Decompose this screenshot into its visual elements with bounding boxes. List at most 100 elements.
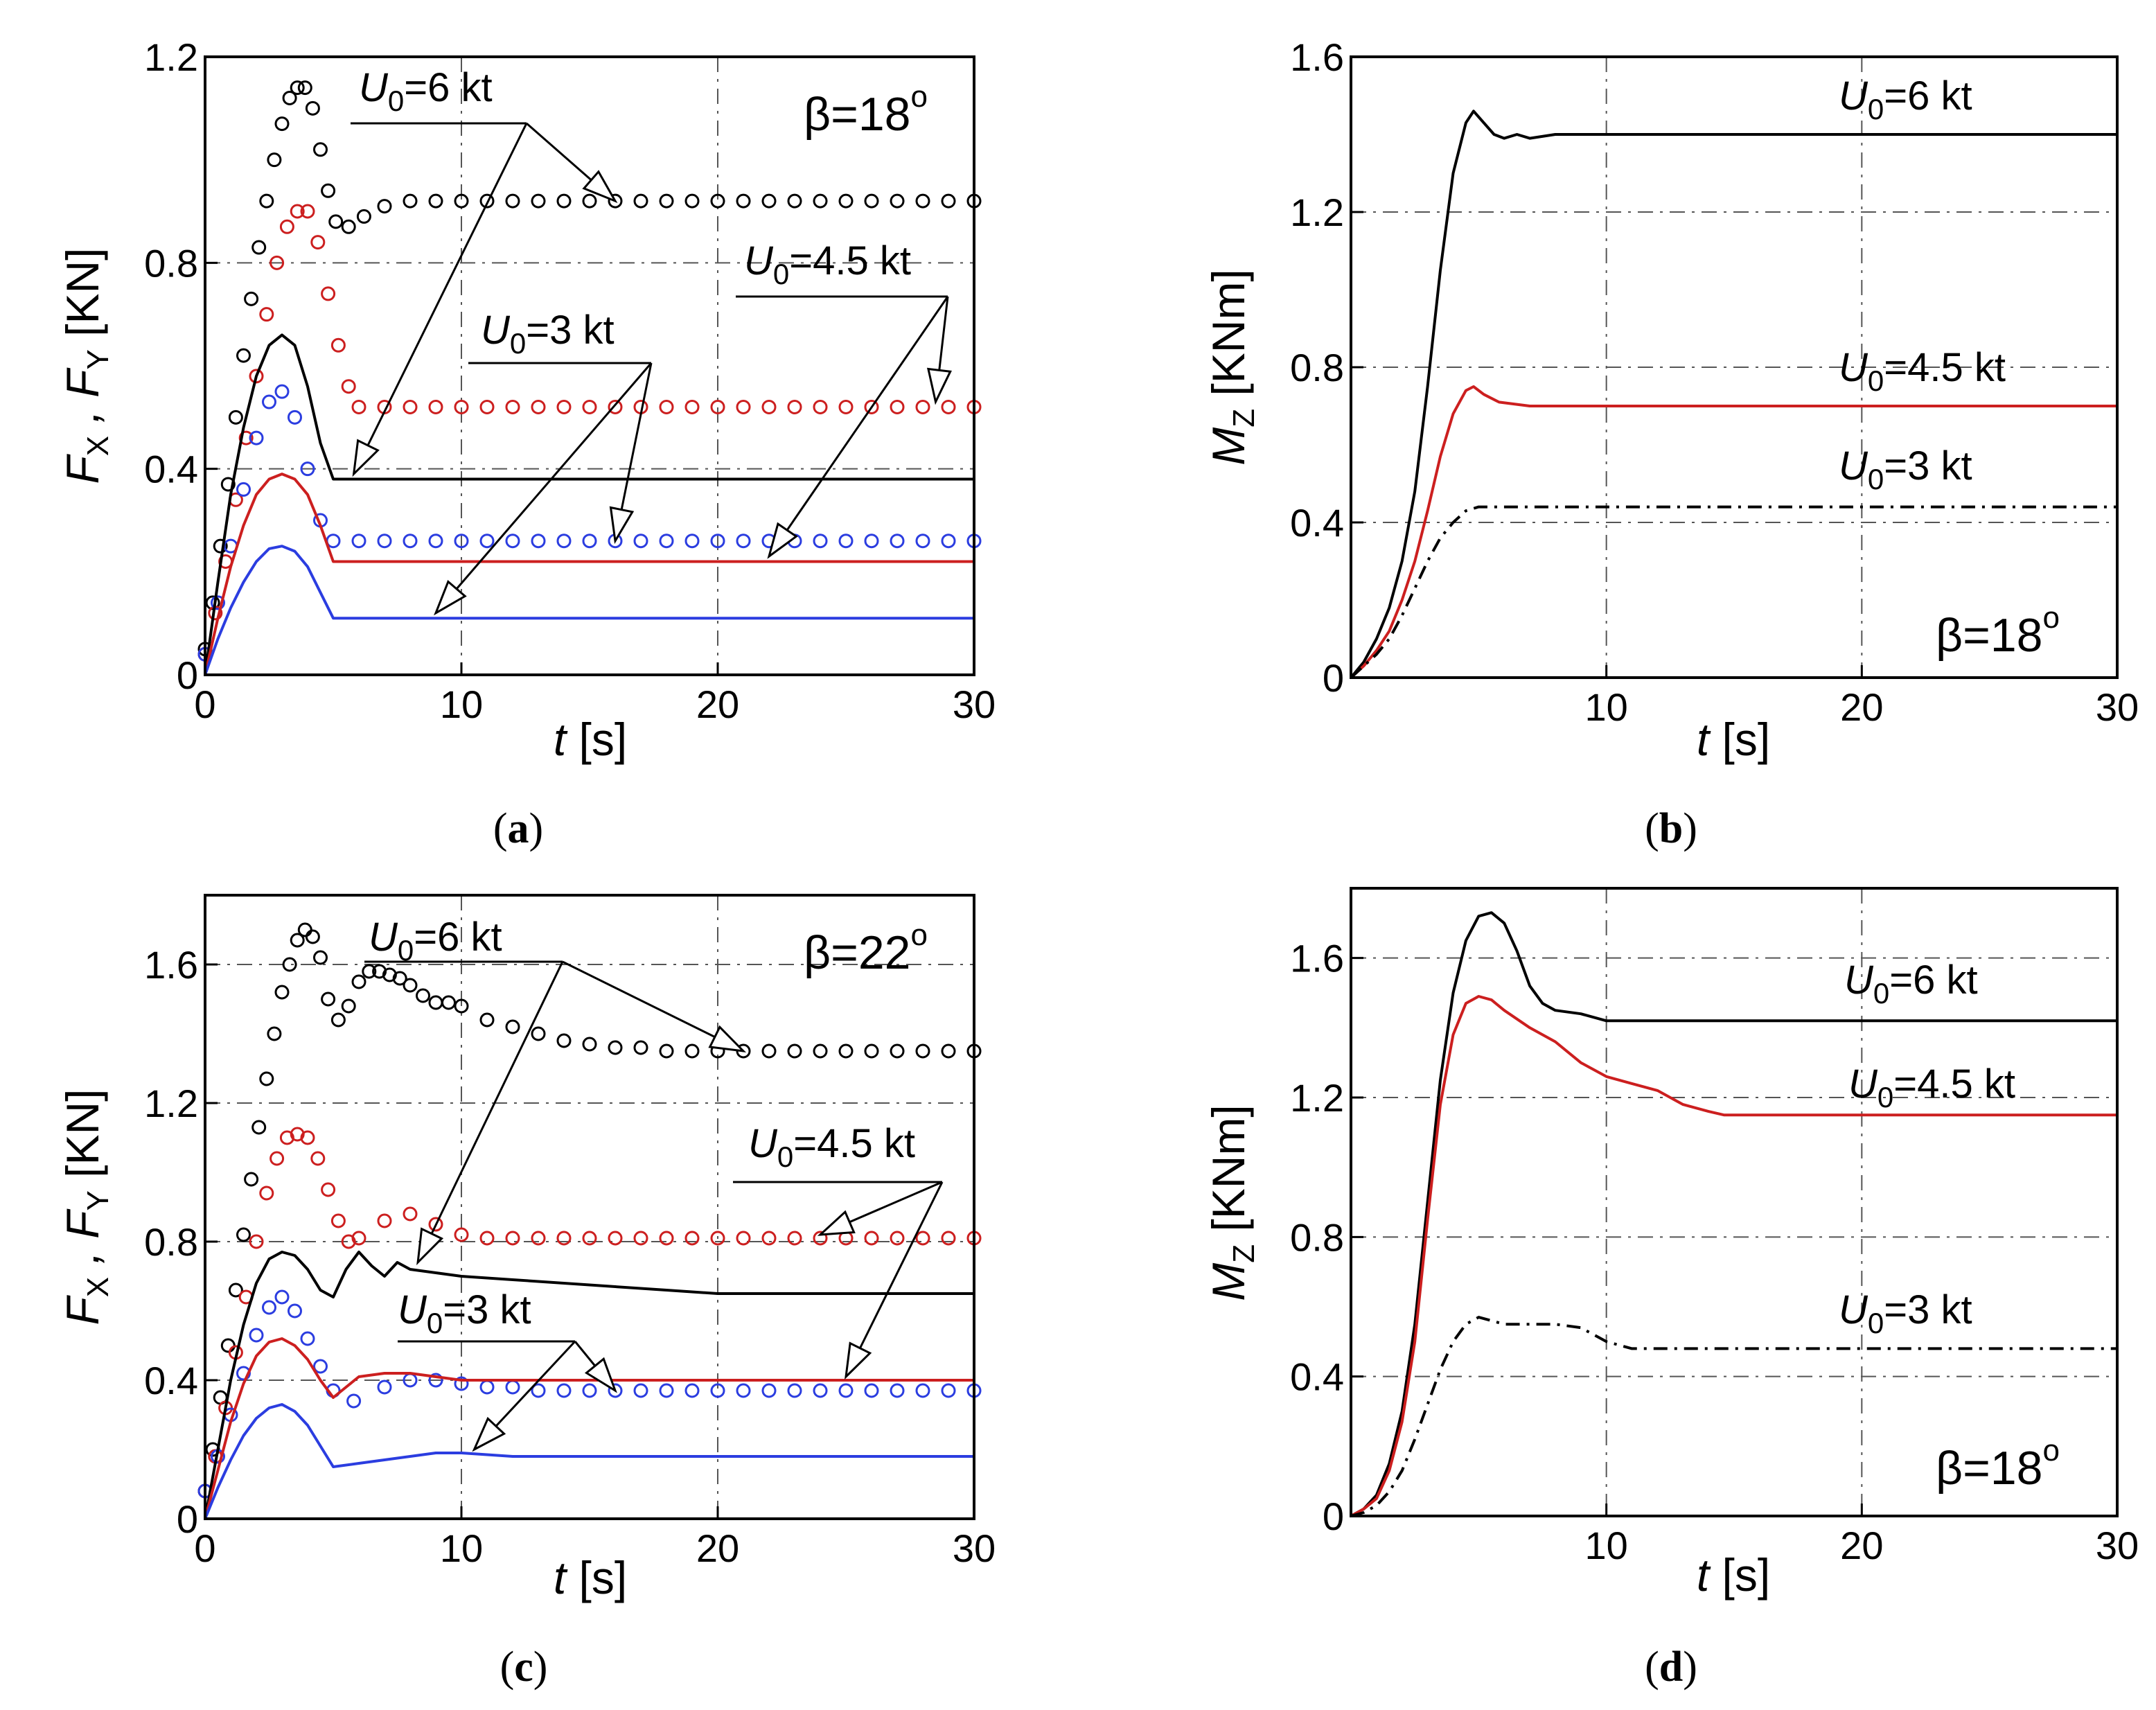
panel-c-series-2-point [864,1383,879,1398]
panel-c-series-0-point [659,1043,674,1059]
panel-d: 10 20 30 0 0.4 0.8 1.2 1.6 MZ [KNm] t [s] β=18o… [1203,887,2139,1691]
panel-c-series-1-point [659,1231,674,1246]
panel-b-series [1350,109,2117,679]
panel-a-annotation-45kt: U0=4.5 kt [744,238,911,290]
panel-a-series-1-point [310,235,326,250]
panel-c-arrow-head [844,1341,872,1380]
panel-a-series-1-point [428,399,443,414]
panel-a-series-1-point [684,399,700,414]
panel-d-annotation-45kt: U0=4.5 kt [1848,1061,2015,1113]
panel-c-series-0-point [251,1120,267,1135]
panel-a-series-0-point [328,214,344,229]
panel-c-series-1-point [633,1231,648,1246]
panel-a-series-1-point [300,204,315,219]
panel-a-series-0-point [864,193,879,209]
panel-c-series-0-point [351,974,366,989]
panel-d-ytick-label: 1.2 [1290,1076,1344,1120]
panel-c-series-0-point [330,1012,346,1028]
panel-b-annotation-45kt: U0=4.5 kt [1839,345,2006,397]
panel-b-series-0-line [1350,109,2117,679]
panel-c-series-0-point [362,964,377,979]
panel-c-series-0-point [941,1043,956,1059]
panel-c-xtick-label: 30 [953,1526,996,1570]
panel-a-ytick-label: 1.2 [144,35,198,79]
panel-c-series-1-point [249,1234,264,1249]
panel-c-series-1-point [556,1231,572,1246]
panel-a-series-0-point [684,193,700,209]
panel-a-series-2-point [262,394,276,409]
panel-c-series-0-point [684,1043,700,1059]
panel-b-ytick-label: 1.6 [1290,35,1344,79]
panel-a-series-1-point [838,399,854,414]
panel-c-series-2-point [941,1383,956,1398]
panel-a-series-0-point [633,193,648,209]
panel-c-series-1-point [454,1227,469,1242]
panel-c-series-1-point [531,1231,546,1246]
panel-c-series-0-point [531,1026,546,1041]
panel-a-series-0-point [341,219,356,234]
panel-a-series-2-point [300,461,315,477]
panel-c-series-2-point [274,1289,290,1305]
panel-a: 0 10 20 30 0 0.4 0.8 1.2 FX , FY [KN] t [s] β=1… [57,35,996,852]
panel-c-series-0-point [392,971,407,986]
panel-c-arrow-shaft [416,961,564,1263]
panel-b-grid [1351,57,2117,678]
panel-a-series-2-point [633,534,648,549]
panel-a-series-0-point [813,193,828,209]
panel-a-xtick-label: 10 [440,682,483,726]
panel-b-ytick-label: 0 [1323,656,1344,700]
panel-b-xtick-label: 30 [2096,685,2139,729]
panel-a-caption: (a) [493,805,543,852]
panel-c-ytick-label: 0.8 [144,1220,198,1264]
panel-c-series-2-point [608,1383,623,1398]
panel-a-arrows [352,122,952,616]
panel-a-series-1-point [787,399,802,414]
panel-c-series-0-point [813,1043,828,1059]
panel-c-series-1-point [270,1151,285,1166]
panel-c-series-2-point [531,1383,546,1398]
panel-c-arrow-head [817,1210,856,1236]
panel-c-ytick-label: 0 [177,1497,198,1541]
panel-a-series-0-point [915,193,930,209]
panel-a-series-0-point [259,193,274,209]
panel-c-series-1-point [479,1231,495,1246]
panel-c-series-0-point [416,988,430,1003]
panel-d-beta-label: β=18o [1936,1434,2060,1495]
panel-a-series-0-point [297,80,312,96]
panel-a-series-0-point [479,193,495,209]
panel-c-series-0-point [915,1043,930,1059]
panel-c-series-2-point [249,1328,264,1343]
panel-c-series-1-point [428,1217,443,1232]
panel-b-series-1-line [1350,385,2117,679]
panel-c-series-2-point [377,1380,392,1395]
panel-d-xlabel: t [s] [1697,1549,1770,1601]
panel-a-ytick-label: 0.8 [144,241,198,285]
panel-c-arrow-head [416,1227,444,1266]
panel-a-series-1-point [531,399,546,414]
panel-a-ticks: 0 10 20 30 0 0.4 0.8 1.2 [144,35,996,726]
panel-c-series-2-point [582,1383,597,1398]
panel-b-ytick-label: 0.4 [1290,501,1344,545]
panel-c-series-0-point [633,1040,648,1055]
panel-c-grid [205,895,974,1519]
panel-c-series-1-point [941,1231,956,1246]
panel-d-series [1350,911,2117,1517]
panel-c-arrow-head [584,1357,617,1393]
panel-c-series-0-point [608,1040,623,1055]
panel-a-ytick-label: 0 [177,653,198,697]
panel-a-series-1-point [505,399,520,414]
panel-c-frame [204,894,975,1520]
panel-a-series-0-point [505,193,520,209]
panel-d-caption: (d) [1645,1643,1697,1691]
panel-c-xlabel: t [s] [554,1552,627,1603]
panel-c-series-0-point [838,1043,854,1059]
panel-c-arrow-shaft [845,1181,944,1377]
panel-a-series-2-point [288,409,302,425]
panel-a-series-2-point [377,534,392,549]
panel-a-series-2-point [864,534,879,549]
panel-b-series-2-line [1350,505,2117,679]
panel-a-series-2-point [710,534,725,549]
panel-c-series-0-point [290,933,305,948]
panel-b-xtick-label: 20 [1840,685,1883,729]
panel-c-series-0-point [403,978,418,993]
